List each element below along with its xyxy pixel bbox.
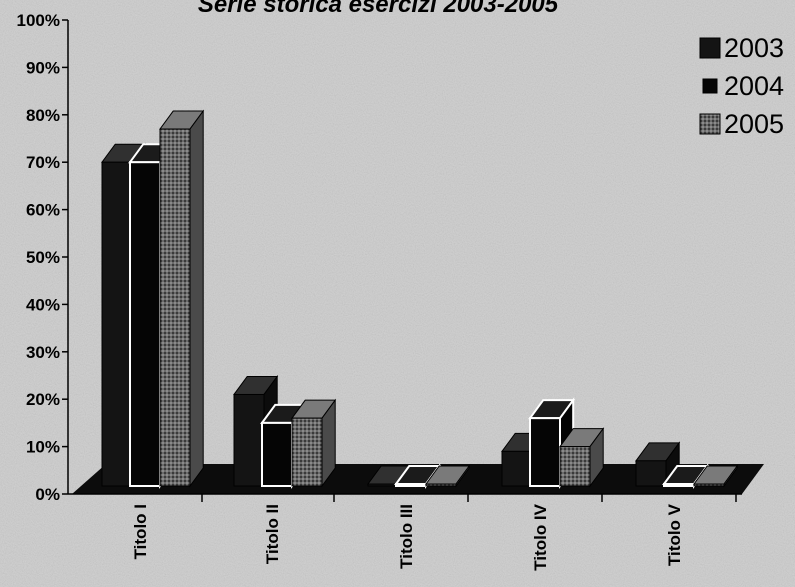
bar-front-face: [261, 421, 293, 487]
y-tick-label: 0%: [35, 485, 60, 504]
y-tick-label: 40%: [26, 295, 60, 314]
bar-titolo-iii-2005: [425, 464, 471, 488]
bar-front-face: [101, 161, 133, 487]
bar-front-face: [291, 417, 323, 487]
y-tick-label: 80%: [26, 106, 60, 125]
bar-front-face: [693, 483, 725, 487]
chart-title: Serie storica esercizi 2003-2005: [198, 0, 559, 18]
category-label: Titolo I: [131, 504, 150, 559]
bar-front-face: [501, 450, 533, 487]
legend-swatch: [702, 78, 718, 94]
bar-side-face: [189, 109, 204, 488]
legend-label: 2005: [724, 109, 784, 139]
y-tick-label: 90%: [26, 58, 60, 77]
bar-front-face: [129, 161, 161, 487]
bar-titolo-iv-2005: [559, 427, 605, 488]
category-label: Titolo III: [397, 504, 416, 569]
legend-swatch: [699, 37, 721, 59]
bar-front-face: [663, 483, 695, 487]
bars: [101, 109, 739, 490]
legend-label: 2003: [724, 33, 784, 63]
bar-front-face: [635, 460, 667, 487]
bar-titolo-ii-2005: [291, 398, 337, 488]
bar-titolo-v-2005: [693, 464, 739, 488]
legend-swatch: [699, 113, 721, 135]
y-tick-label: 50%: [26, 248, 60, 267]
y-tick-label: 60%: [26, 201, 60, 220]
y-tick-label: 70%: [26, 153, 60, 172]
category-label: Titolo V: [665, 503, 684, 566]
bar-front-face: [367, 483, 399, 487]
bar-titolo-v-2003: [635, 441, 681, 488]
category-label: Titolo IV: [531, 503, 550, 570]
y-axis: 0% 10% 20% 30% 40% 50% 60% 70% 80% 90% 100%: [17, 11, 69, 504]
legend: 2003 2004 2005: [699, 33, 784, 139]
bar-titolo-i-2005: [159, 109, 205, 488]
bar-front-face: [233, 393, 265, 487]
category-label: Titolo II: [263, 504, 282, 564]
y-tick-label: 30%: [26, 343, 60, 362]
legend-label: 2004: [724, 71, 784, 101]
x-axis: Titolo I Titolo II Titolo III Titolo IV Tito…: [131, 494, 737, 571]
y-tick-label: 10%: [26, 438, 60, 457]
y-tick-label: 20%: [26, 390, 60, 409]
bar-front-face: [425, 483, 457, 487]
bar-front-face: [395, 483, 427, 487]
y-tick-label: 100%: [17, 11, 60, 30]
bar-front-face: [559, 446, 591, 487]
bar-front-face: [159, 128, 191, 487]
bar-front-face: [529, 417, 561, 487]
